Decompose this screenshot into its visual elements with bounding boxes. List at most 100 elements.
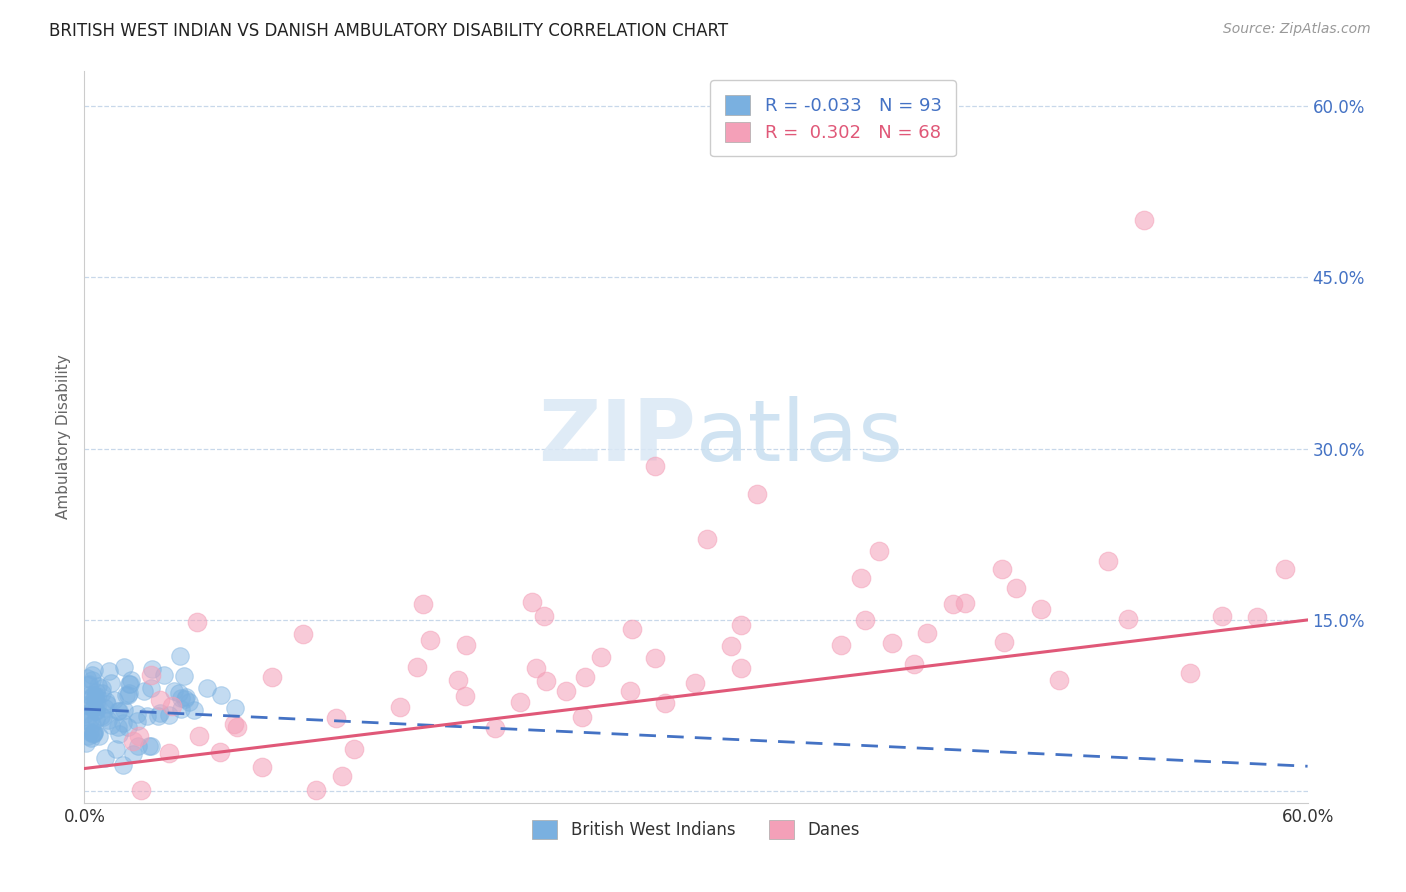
Point (76, 671, 98, 685)
Point (120, 677, 142, 691)
Point (177, 695, 200, 709)
Point (79, 698, 101, 712)
Point (82, 727, 104, 741)
Point (187, 729, 209, 743)
Point (149, 706, 172, 720)
Point (574, 670, 596, 684)
Point (135, 709, 157, 723)
Point (291, 627, 314, 641)
Point (1274, 562, 1296, 576)
Point (79, 725, 101, 739)
Point (91, 681, 114, 695)
Point (112, 703, 135, 717)
Point (117, 688, 139, 702)
Point (94, 751, 117, 765)
Point (484, 721, 506, 735)
Point (73, 713, 96, 727)
Point (993, 635, 1015, 649)
Point (1047, 673, 1070, 687)
Point (129, 783, 152, 797)
Point (183, 703, 205, 717)
Y-axis label: Ambulatory Disability: Ambulatory Disability (56, 355, 72, 519)
Point (80, 673, 103, 687)
Point (79, 677, 101, 691)
Point (100, 676, 122, 690)
Point (82, 726, 104, 740)
Point (86, 712, 108, 726)
Point (730, 617, 752, 632)
Point (117, 720, 139, 734)
Point (96, 694, 118, 708)
Point (880, 636, 903, 650)
Point (82, 667, 104, 681)
Point (91, 710, 114, 724)
Point (412, 597, 434, 611)
Point (134, 683, 156, 698)
Point (524, 661, 547, 675)
Text: atlas: atlas (696, 395, 904, 479)
Point (555, 683, 578, 698)
Point (86, 699, 108, 714)
Point (1005, 581, 1028, 595)
Point (103, 692, 125, 706)
Point (148, 709, 170, 723)
Point (139, 739, 162, 753)
Point (533, 608, 555, 623)
Point (1029, 601, 1052, 615)
Point (343, 742, 366, 756)
Point (83, 690, 105, 704)
Point (128, 729, 150, 743)
Point (1246, 609, 1268, 624)
Point (141, 668, 163, 682)
Point (90, 686, 112, 700)
Point (127, 714, 149, 729)
Point (97, 714, 120, 728)
Point (522, 595, 544, 609)
Point (86, 689, 108, 703)
Point (720, 639, 742, 653)
Point (903, 657, 925, 671)
Point (173, 692, 195, 706)
Point (80, 690, 103, 705)
Point (176, 690, 198, 704)
Point (170, 702, 193, 716)
Point (225, 720, 247, 734)
Point (953, 596, 976, 610)
Point (224, 716, 246, 731)
Point (186, 615, 208, 629)
Point (849, 571, 872, 585)
Point (419, 632, 441, 647)
Point (83, 698, 105, 713)
Point (1118, 612, 1140, 626)
Point (447, 673, 470, 687)
Point (125, 706, 148, 721)
Point (170, 690, 193, 705)
Point (80, 731, 103, 745)
Point (84, 685, 107, 699)
Point (730, 661, 752, 675)
Point (87, 679, 110, 693)
Point (167, 686, 190, 700)
Point (79, 713, 101, 727)
Point (696, 532, 718, 546)
Point (111, 715, 134, 730)
Point (122, 747, 145, 761)
Text: Source: ZipAtlas.com: Source: ZipAtlas.com (1223, 22, 1371, 37)
Point (80, 717, 103, 731)
Point (107, 726, 129, 740)
Point (1211, 608, 1233, 623)
Point (84, 705, 107, 719)
Point (77, 688, 100, 702)
Point (115, 689, 138, 703)
Point (619, 684, 641, 698)
Point (138, 739, 160, 753)
Point (162, 683, 184, 698)
Point (100, 718, 122, 732)
Point (107, 704, 129, 718)
Point (262, 670, 284, 684)
Point (118, 677, 141, 691)
Point (747, 487, 769, 501)
Point (209, 745, 232, 759)
Point (82, 688, 104, 702)
Point (591, 650, 613, 665)
